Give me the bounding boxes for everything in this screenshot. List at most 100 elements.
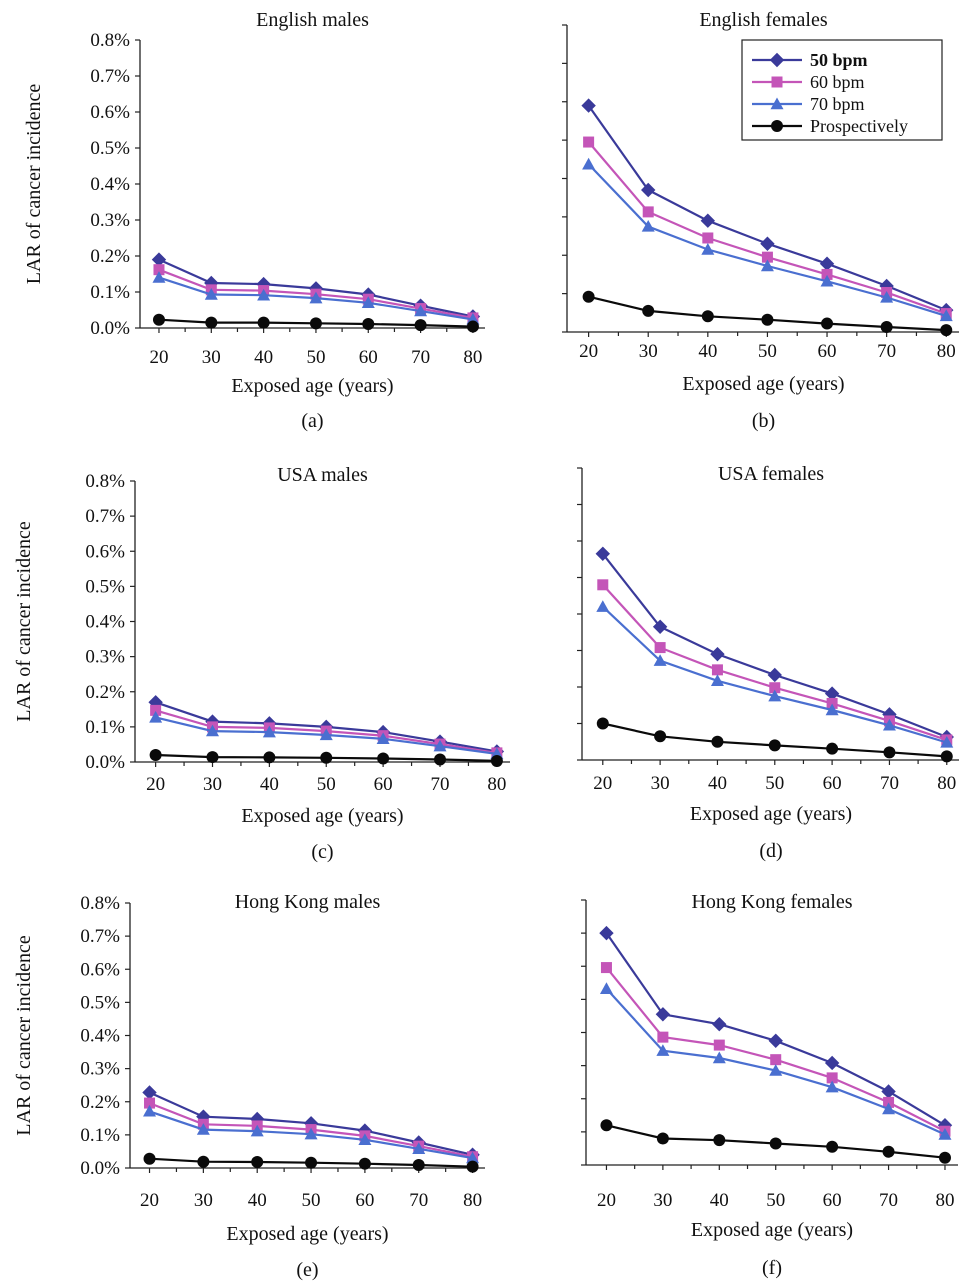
data-point	[434, 753, 446, 766]
x-tick-label: 60	[359, 347, 378, 368]
data-point	[882, 1102, 896, 1115]
data-point	[642, 206, 654, 218]
data-point	[304, 1127, 318, 1140]
y-tick-label: 0.5%	[80, 992, 120, 1013]
data-point	[940, 324, 953, 337]
data-point	[826, 742, 839, 755]
data-point	[713, 1039, 725, 1051]
data-point	[596, 717, 609, 730]
data-point	[768, 689, 782, 702]
x-tick-label: 40	[248, 1190, 267, 1211]
data-point	[652, 619, 668, 634]
data-point	[143, 1152, 156, 1165]
y-tick-label: 0.1%	[80, 1125, 120, 1146]
x-tick-label: 50	[317, 774, 336, 795]
data-point	[641, 182, 656, 198]
data-point	[206, 724, 219, 737]
x-tick-label: 30	[202, 347, 221, 368]
data-point	[710, 646, 725, 662]
data-point	[819, 256, 835, 271]
data-point	[821, 268, 833, 280]
data-point	[938, 1128, 952, 1140]
data-point	[251, 1156, 264, 1169]
x-tick-label: 80	[935, 1190, 954, 1211]
y-tick-label: 0.7%	[90, 66, 130, 87]
x-tick-label: 40	[254, 347, 273, 368]
data-point	[149, 748, 162, 761]
data-point	[883, 746, 896, 759]
x-tick-label: 50	[758, 341, 777, 362]
panel-label: (d)	[759, 840, 782, 862]
x-axis-title: Exposed age (years)	[226, 1223, 388, 1245]
data-point	[824, 1055, 840, 1071]
y-tick-label: 0.7%	[80, 926, 120, 947]
x-tick-label: 80	[937, 341, 956, 362]
data-point	[358, 1157, 371, 1170]
y-tick-label: 0.0%	[90, 318, 130, 339]
x-axis-title: Exposed age (years)	[690, 803, 852, 825]
data-point	[149, 710, 163, 723]
data-point	[654, 642, 666, 654]
data-point	[711, 735, 724, 748]
y-tick-label: 0.6%	[80, 959, 120, 980]
y-tick-label: 0.3%	[90, 210, 130, 231]
chart-title: USA males	[277, 464, 368, 486]
y-axis-title: LAR of cancer incidence	[13, 521, 35, 722]
series-prospectively	[596, 717, 953, 763]
x-tick-label: 70	[411, 347, 430, 368]
data-point	[657, 1031, 669, 1043]
x-tick-label: 70	[879, 1190, 898, 1211]
y-tick-label: 0.6%	[85, 541, 125, 562]
series-prospectively	[600, 1119, 951, 1164]
legend-label: 70 bpm	[810, 94, 865, 114]
data-point	[769, 1137, 782, 1150]
legend-marker	[769, 52, 785, 68]
panel-label: (b)	[752, 410, 775, 432]
data-point	[656, 1044, 670, 1056]
x-axis-title: Exposed age (years)	[231, 375, 393, 397]
series-line	[601, 553, 948, 739]
x-tick-label: 20	[146, 774, 165, 795]
x-tick-label: 60	[823, 773, 842, 794]
series-60-bpm	[583, 136, 952, 320]
series-prospectively	[582, 290, 953, 337]
data-point	[412, 1159, 425, 1172]
x-tick-label: 70	[880, 773, 899, 794]
y-tick-label: 0.2%	[85, 682, 125, 703]
legend-label: 50 bpm	[810, 50, 868, 70]
series-70-bpm	[149, 710, 504, 760]
data-point	[466, 320, 479, 333]
data-point	[361, 296, 375, 308]
x-tick-label: 20	[597, 1190, 616, 1211]
y-tick-label: 0.4%	[85, 612, 125, 633]
data-point	[152, 271, 166, 283]
data-point	[596, 600, 610, 612]
panel-label: (c)	[311, 841, 333, 863]
y-tick-label: 0.5%	[85, 576, 125, 597]
data-point	[940, 735, 954, 748]
y-tick-label: 0.8%	[85, 471, 125, 492]
data-point	[305, 1156, 318, 1169]
data-point	[490, 754, 503, 767]
x-tick-label: 50	[306, 347, 325, 368]
data-point	[600, 1119, 613, 1132]
data-point	[595, 546, 610, 561]
x-tick-label: 60	[818, 341, 837, 362]
x-axis-title: Exposed age (years)	[682, 373, 844, 395]
chart-panel-a: 0.0% 0.1% 0.2% 0.3% 0.4% 0.5% 0.6% 0.7% 0.8% 20 30…	[23, 9, 485, 432]
data-point	[414, 304, 428, 317]
series-line	[605, 966, 946, 1133]
data-point	[412, 1142, 426, 1154]
data-point	[821, 317, 834, 330]
y-tick-label: 0.1%	[85, 717, 125, 738]
x-tick-label: 70	[431, 774, 450, 795]
chart-title: Hong Kong females	[691, 891, 852, 913]
x-axis-title: Exposed age (years)	[691, 1219, 853, 1241]
y-axis-title: LAR of cancer incidence	[13, 935, 35, 1136]
x-tick-label: 40	[260, 774, 279, 795]
x-tick-label: 60	[374, 774, 393, 795]
data-point	[656, 1132, 669, 1145]
data-point	[597, 579, 609, 591]
data-point	[257, 288, 271, 301]
